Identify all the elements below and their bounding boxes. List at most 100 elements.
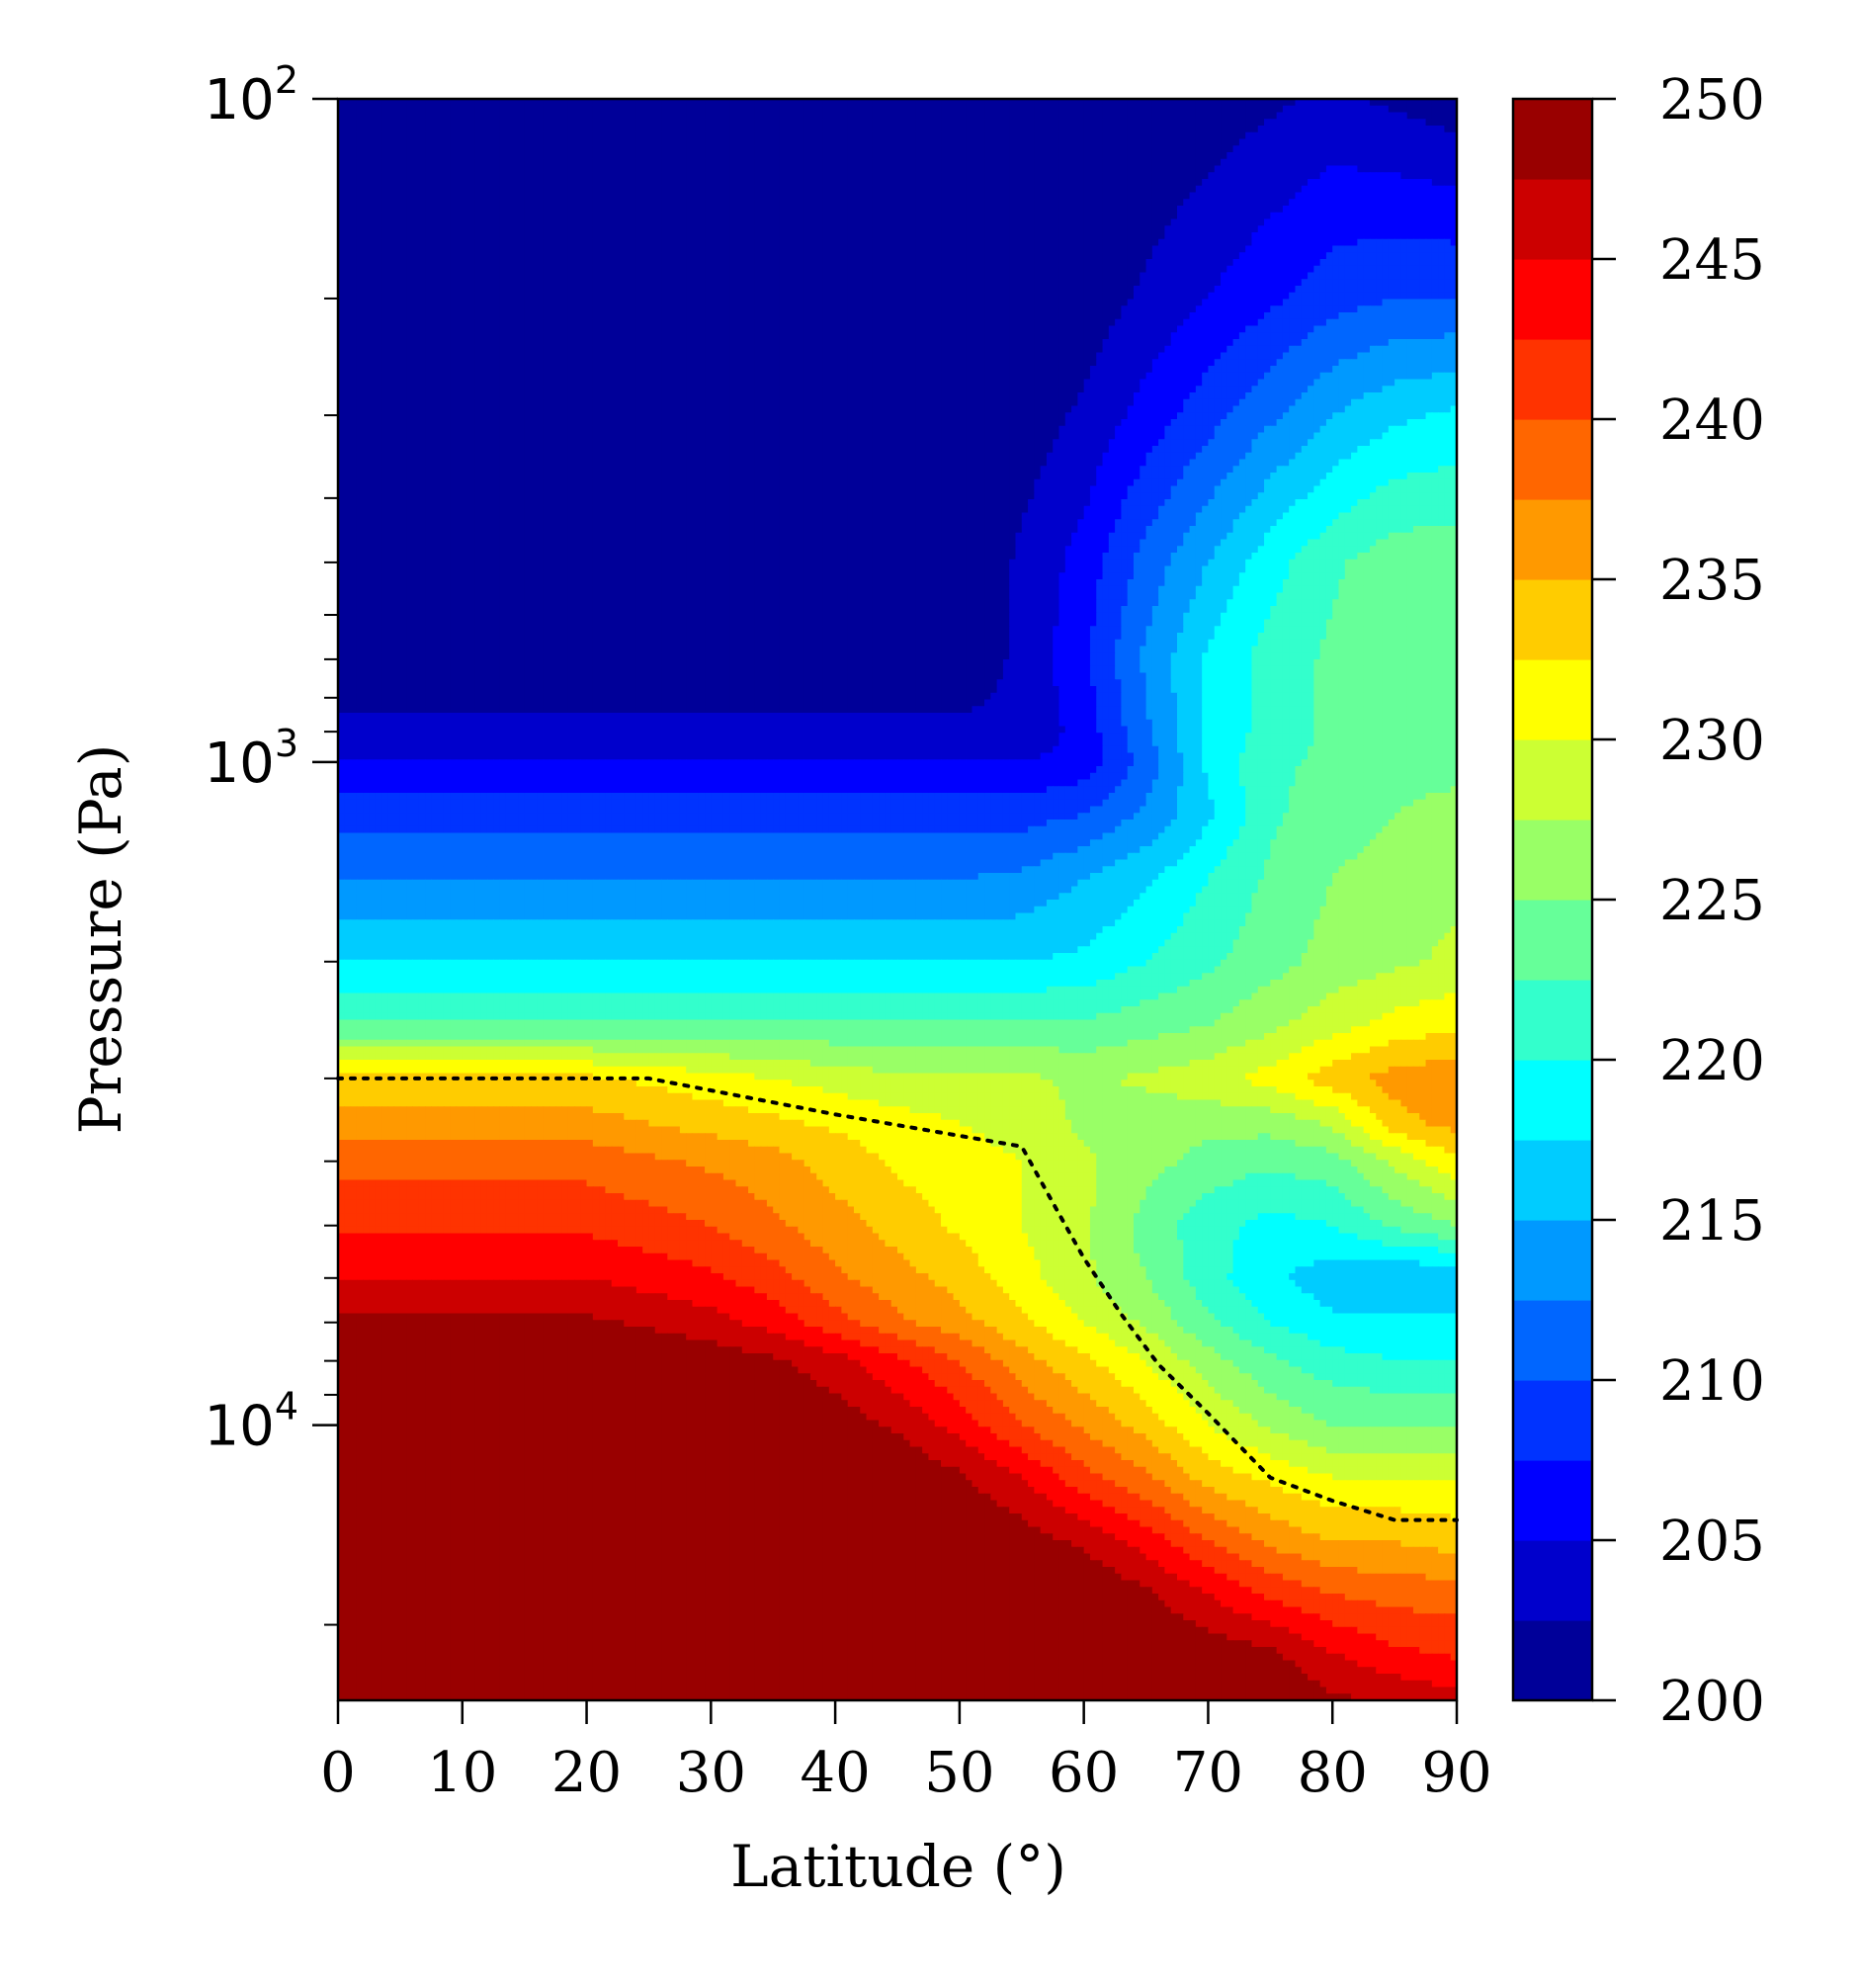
field-cell xyxy=(1376,112,1384,120)
field-cell xyxy=(760,232,768,240)
field-cell xyxy=(537,199,545,207)
field-cell xyxy=(499,126,507,133)
field-cell xyxy=(518,126,526,133)
field-cell xyxy=(1089,245,1097,253)
field-cell xyxy=(1077,192,1085,200)
field-cell xyxy=(624,225,632,233)
field-cell xyxy=(1332,99,1340,107)
field-cell xyxy=(443,165,451,173)
field-cell xyxy=(573,152,581,160)
field-cell xyxy=(1264,238,1271,247)
field-cell xyxy=(803,185,811,194)
field-cell xyxy=(984,225,991,233)
field-cell xyxy=(1151,212,1159,220)
field-cell xyxy=(977,138,985,146)
field-cell xyxy=(779,158,787,167)
field-cell xyxy=(816,232,824,240)
field-cell xyxy=(1071,99,1078,107)
field-cell xyxy=(443,192,451,200)
field-cell xyxy=(462,99,469,107)
field-cell xyxy=(418,272,426,280)
field-cell xyxy=(1444,145,1452,153)
field-cell xyxy=(909,99,917,107)
field-cell xyxy=(369,152,377,160)
field-cell xyxy=(1028,272,1035,280)
field-cell xyxy=(462,172,469,180)
field-cell xyxy=(1376,192,1384,200)
field-cell xyxy=(611,126,619,133)
field-cell xyxy=(1164,172,1172,180)
field-cell xyxy=(729,212,737,220)
field-cell xyxy=(1257,218,1265,226)
field-cell xyxy=(1369,252,1377,260)
field-cell xyxy=(338,232,345,240)
field-cell xyxy=(1400,238,1408,247)
field-cell xyxy=(1077,259,1085,267)
field-cell xyxy=(909,179,917,187)
field-cell xyxy=(890,99,898,107)
field-cell xyxy=(934,265,942,274)
field-cell xyxy=(990,131,998,140)
field-cell xyxy=(406,212,414,220)
field-cell xyxy=(934,165,942,173)
field-cell xyxy=(1202,185,1210,194)
field-cell xyxy=(1158,119,1166,127)
field-cell xyxy=(1245,265,1253,274)
field-cell xyxy=(972,199,979,207)
field-cell xyxy=(953,225,961,233)
field-cell xyxy=(1388,131,1395,140)
field-cell xyxy=(425,212,432,220)
field-cell xyxy=(729,238,737,247)
field-cell xyxy=(1221,218,1227,226)
field-cell xyxy=(425,265,432,274)
field-cell xyxy=(1276,138,1284,146)
field-cell xyxy=(1189,272,1197,280)
field-cell xyxy=(915,265,923,274)
field-cell xyxy=(1208,245,1216,253)
field-cell xyxy=(1369,238,1377,247)
field-cell xyxy=(1177,212,1184,220)
field-cell xyxy=(722,179,730,187)
field-cell xyxy=(953,245,961,253)
field-cell xyxy=(1102,199,1110,207)
field-cell xyxy=(748,172,755,180)
field-cell xyxy=(1388,192,1395,200)
field-cell xyxy=(809,165,817,173)
field-cell xyxy=(1289,212,1297,220)
field-cell xyxy=(1102,119,1110,127)
field-cell xyxy=(518,131,526,140)
field-cell xyxy=(456,158,464,167)
field-cell xyxy=(1108,279,1116,287)
field-cell xyxy=(1388,105,1395,114)
field-cell xyxy=(580,232,588,240)
field-cell xyxy=(648,112,656,120)
field-cell xyxy=(611,259,619,267)
field-cell xyxy=(785,131,793,140)
field-cell xyxy=(618,212,625,220)
field-cell xyxy=(879,185,887,194)
field-cell xyxy=(1351,212,1358,220)
field-cell xyxy=(897,99,904,107)
field-cell xyxy=(387,179,395,187)
field-cell xyxy=(505,218,513,226)
field-cell xyxy=(1438,192,1446,200)
field-cell xyxy=(785,199,793,207)
field-cell xyxy=(972,131,979,140)
field-cell xyxy=(1133,99,1141,107)
field-cell xyxy=(1158,232,1166,240)
field-cell xyxy=(599,172,607,180)
field-cell xyxy=(648,232,656,240)
field-cell xyxy=(1170,131,1178,140)
field-cell xyxy=(1382,272,1390,280)
field-cell xyxy=(393,238,401,247)
field-cell xyxy=(729,225,737,233)
field-cell xyxy=(1202,138,1210,146)
field-cell xyxy=(922,225,930,233)
field-cell xyxy=(673,192,681,200)
field-cell xyxy=(344,218,352,226)
field-cell xyxy=(1064,199,1072,207)
field-cell xyxy=(611,232,619,240)
field-cell xyxy=(1040,279,1048,287)
field-cell xyxy=(1301,218,1309,226)
field-cell xyxy=(1313,245,1321,253)
